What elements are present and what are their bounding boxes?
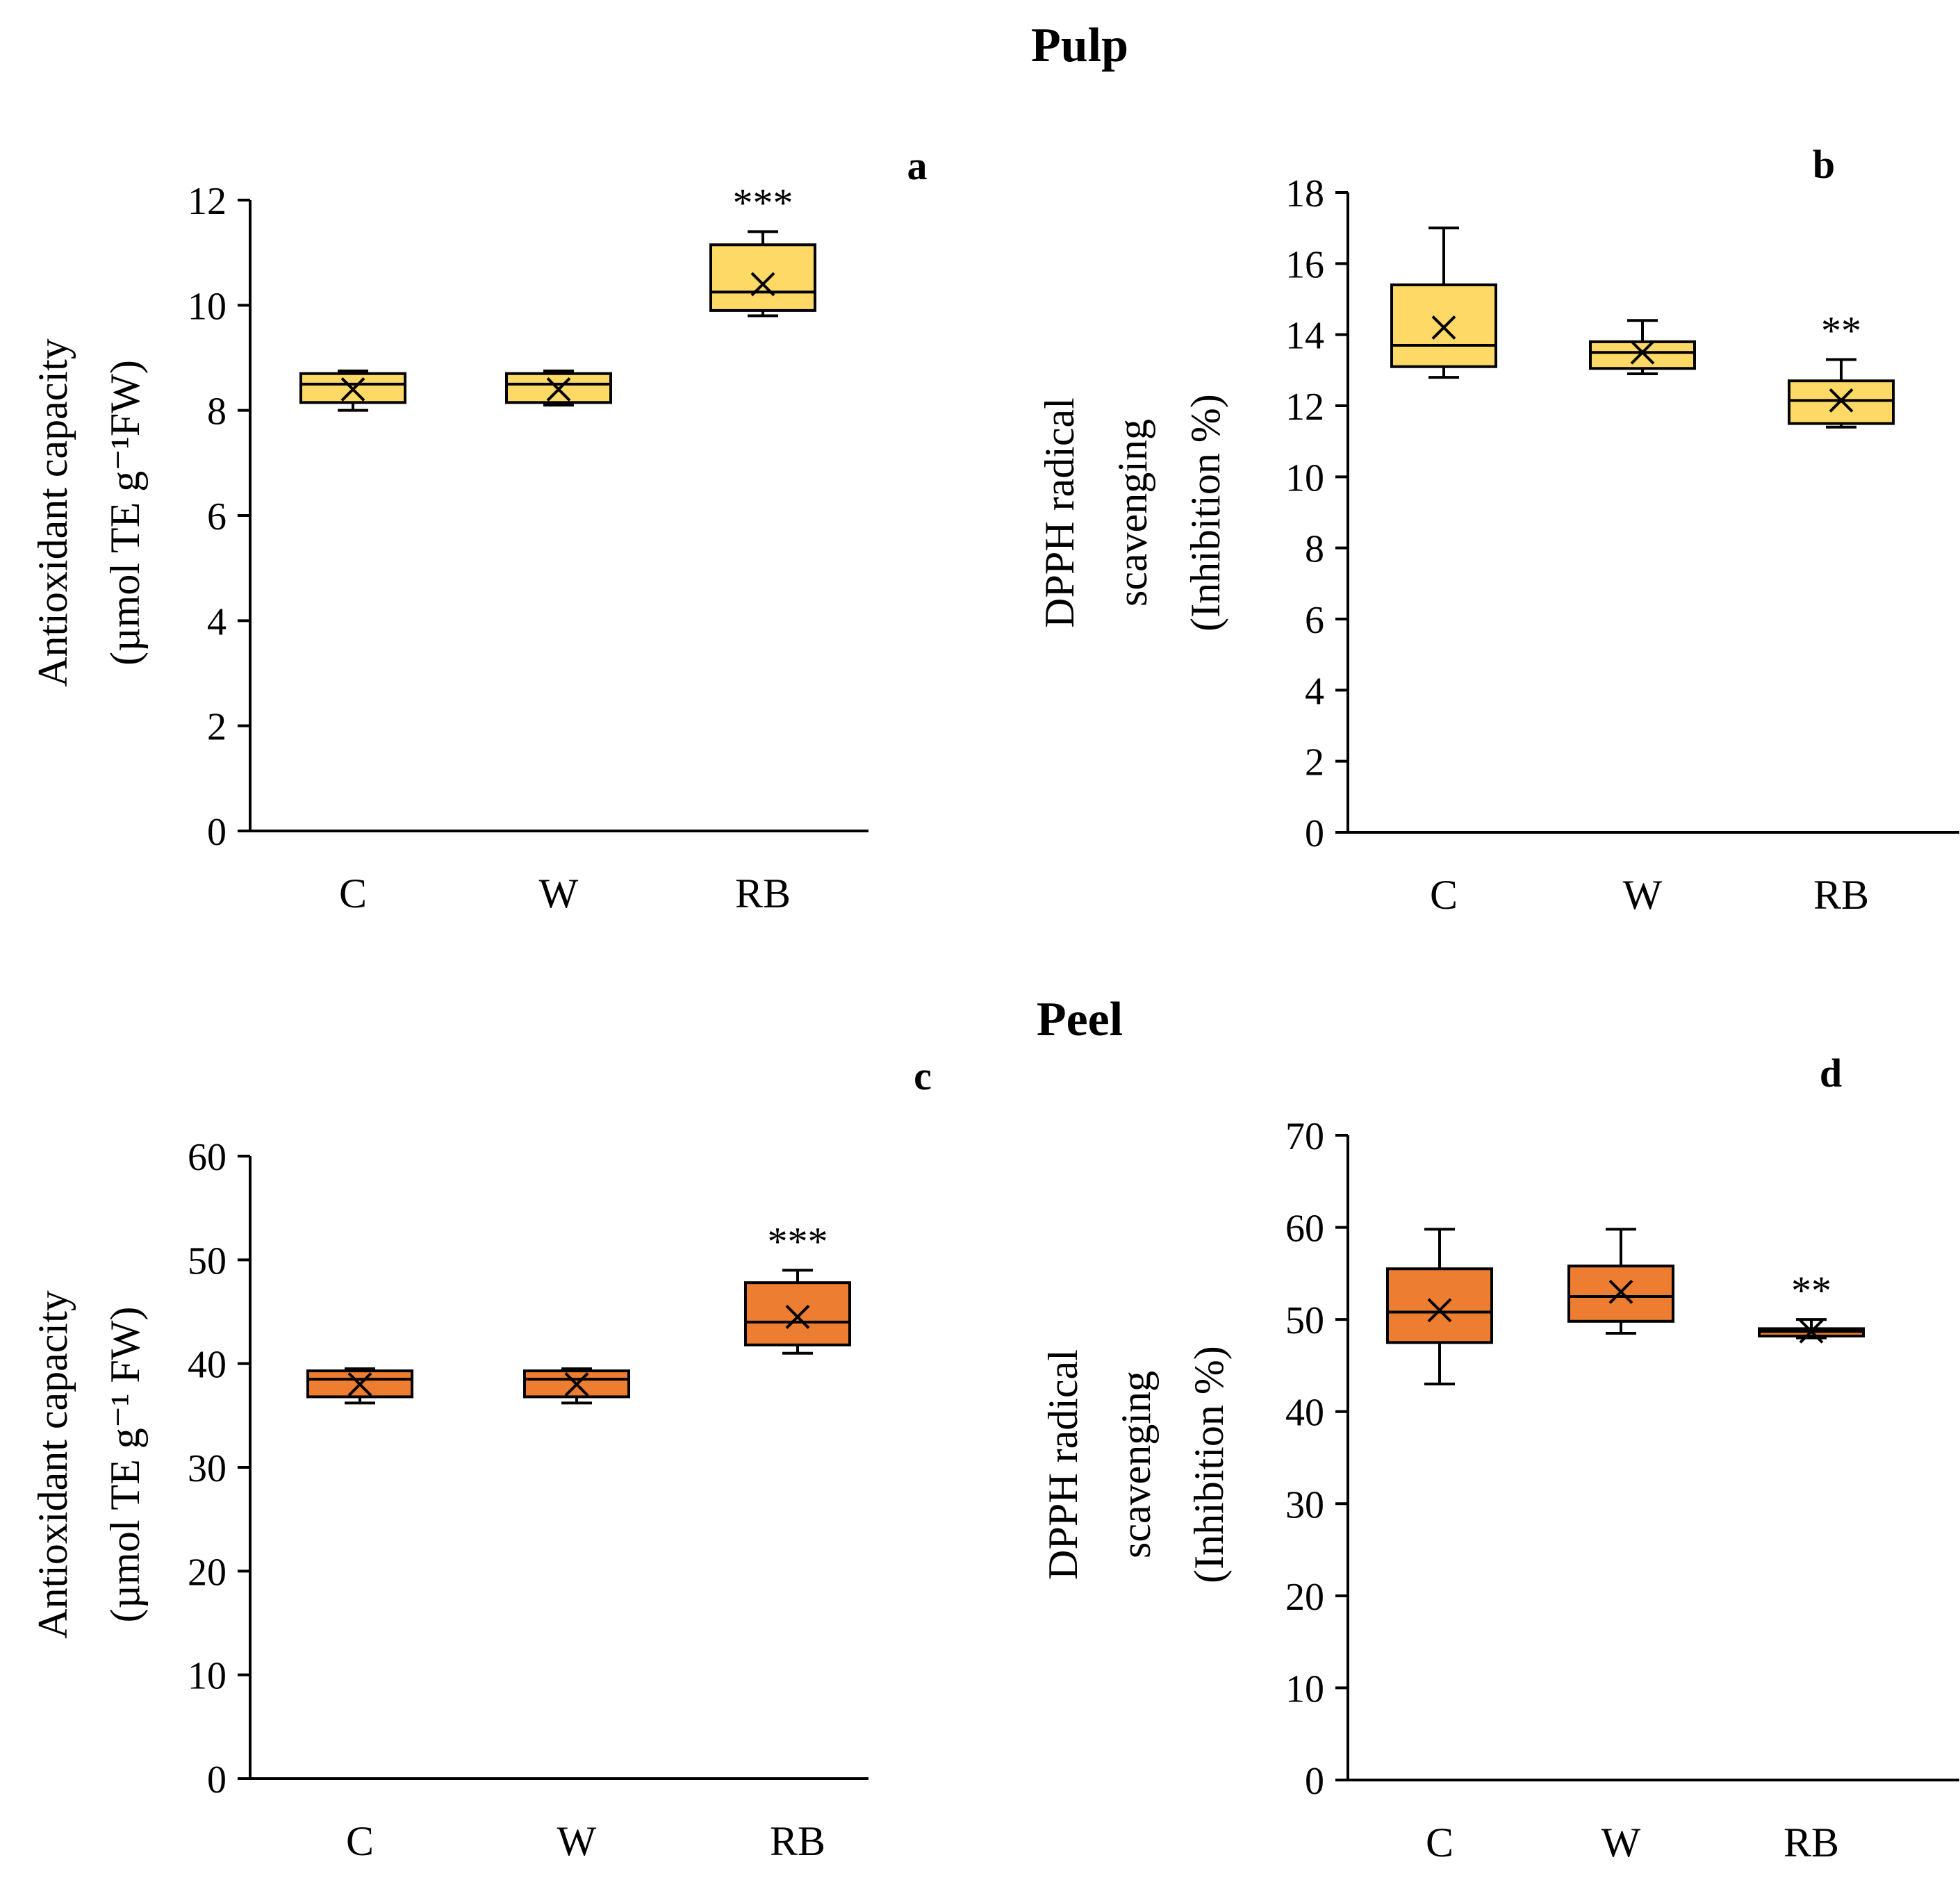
y-axis-label: Antioxidant capacity: [30, 338, 76, 687]
y-tick-label: 8: [207, 390, 227, 434]
mean-marker: [1829, 388, 1854, 413]
iqr-box: [1567, 1264, 1674, 1323]
y-tick-label: 30: [188, 1447, 227, 1490]
box-rb: ***: [744, 1219, 851, 1355]
iqr-box: [709, 243, 816, 312]
iqr-box: [744, 1281, 851, 1346]
box-w: [1589, 319, 1696, 375]
mean-marker: [1799, 1319, 1824, 1344]
y-tick-label: 20: [1285, 1576, 1324, 1619]
box-c: [299, 369, 406, 412]
y-tick-label: 10: [1285, 456, 1324, 500]
y-axis-label: (µmol TE g⁻¹FW): [102, 360, 148, 666]
box-c: [1390, 226, 1497, 379]
y-tick-label: 60: [1285, 1208, 1324, 1251]
y-tick-label: 20: [188, 1551, 227, 1594]
y-tick-label: 2: [1305, 741, 1324, 784]
y-tick-label: 10: [188, 1655, 227, 1698]
y-tick-label: 0: [207, 811, 227, 854]
iqr-box: [1386, 1267, 1493, 1344]
iqr-box: [1589, 340, 1696, 370]
mean-marker: [1608, 1279, 1633, 1304]
y-tick-label: 10: [1285, 1667, 1324, 1711]
x-category-label: RB: [770, 1818, 825, 1864]
y-tick-label: 60: [188, 1136, 227, 1179]
mean-marker: [1431, 315, 1456, 340]
y-tick-label: 16: [1285, 243, 1324, 286]
panel-letter: b: [1813, 142, 1835, 187]
y-tick-label: 14: [1285, 315, 1324, 358]
significance-label: ***: [768, 1219, 828, 1264]
panel-letter: a: [907, 143, 928, 188]
box-rb: ***: [709, 180, 816, 318]
mean-marker: [750, 272, 775, 297]
significance-label: ***: [733, 180, 793, 225]
y-axis-label: scavenging: [1113, 1371, 1159, 1558]
panel-b: 0 2 4 6 8 10 12 14 16 18 C W RB ** b DPPH radical scaven…: [1037, 142, 1959, 918]
y-tick-label: 40: [188, 1344, 227, 1387]
x-category-label: RB: [1813, 872, 1869, 918]
section-title-pulp: Pulp: [1031, 19, 1128, 72]
x-category-label: W: [1623, 872, 1663, 918]
x-category-label: C: [346, 1818, 374, 1864]
panel-letter: d: [1820, 1050, 1842, 1096]
section-title-peel: Peel: [1037, 993, 1123, 1046]
y-axis-label: (Inhibition %): [1186, 1346, 1232, 1583]
y-tick-label: 4: [1305, 670, 1324, 713]
y-tick-label: 12: [188, 180, 227, 223]
y-axis-label: DPPH radical: [1040, 1349, 1086, 1580]
y-axis-label: scavenging: [1110, 419, 1155, 607]
box-c: [1386, 1228, 1493, 1385]
y-axis-label: (Inhibition %): [1183, 394, 1228, 632]
y-tick-label: 40: [1285, 1392, 1324, 1435]
y-tick-label: 12: [1285, 386, 1324, 429]
y-axis-label: (µmol TE g⁻¹ FW): [102, 1307, 148, 1623]
mean-marker: [546, 377, 571, 402]
y-tick-label: 30: [1285, 1483, 1324, 1526]
significance-label: **: [1791, 1268, 1831, 1313]
mean-marker: [1630, 340, 1655, 365]
box-w: [523, 1367, 630, 1405]
y-tick-label: 0: [207, 1758, 227, 1802]
box-rb: **: [1758, 1268, 1865, 1344]
y-tick-label: 6: [207, 495, 227, 538]
box-rb: **: [1788, 308, 1895, 429]
mean-marker: [1427, 1298, 1452, 1323]
panel-letter: c: [914, 1053, 932, 1098]
y-axis-label: DPPH radical: [1037, 397, 1082, 628]
panel-d: 0 10 20 30 40 50 60 70 C W RB ** d DPPH radical scaven…: [1040, 1050, 1959, 1865]
significance-label: **: [1821, 308, 1861, 353]
box-w: [1567, 1228, 1674, 1335]
y-tick-label: 2: [207, 706, 227, 749]
y-tick-label: 0: [1305, 812, 1324, 855]
x-category-label: C: [1430, 872, 1458, 918]
box-c: [306, 1367, 413, 1405]
y-tick-label: 50: [188, 1239, 227, 1283]
y-tick-label: 70: [1285, 1115, 1324, 1158]
x-category-label: RB: [735, 871, 791, 916]
panel-a: 0 2 4 6 8 10 12 C W RB *** a Antioxidant capacity (µm…: [30, 143, 928, 916]
y-tick-label: 6: [1305, 599, 1324, 642]
box-w: [505, 369, 612, 407]
x-category-label: RB: [1784, 1820, 1839, 1865]
panel-c: 0 10 20 30 40 50 60 C W RB *** c Antioxidant capacit…: [30, 1053, 932, 1864]
x-category-label: C: [339, 871, 367, 916]
y-tick-label: 0: [1305, 1760, 1324, 1803]
y-tick-label: 50: [1285, 1299, 1324, 1342]
y-tick-label: 10: [188, 285, 227, 328]
y-axis-label: Antioxidant capacity: [30, 1290, 76, 1639]
y-tick-label: 4: [207, 600, 227, 643]
mean-marker: [347, 1372, 372, 1396]
mean-marker: [785, 1305, 810, 1329]
x-category-label: W: [557, 1818, 597, 1864]
x-category-label: W: [539, 871, 579, 916]
y-tick-label: 18: [1285, 172, 1324, 215]
mean-marker: [340, 377, 365, 402]
x-category-label: C: [1426, 1820, 1453, 1865]
y-tick-label: 8: [1305, 528, 1324, 571]
mean-marker: [564, 1372, 589, 1396]
x-category-label: W: [1601, 1820, 1641, 1865]
